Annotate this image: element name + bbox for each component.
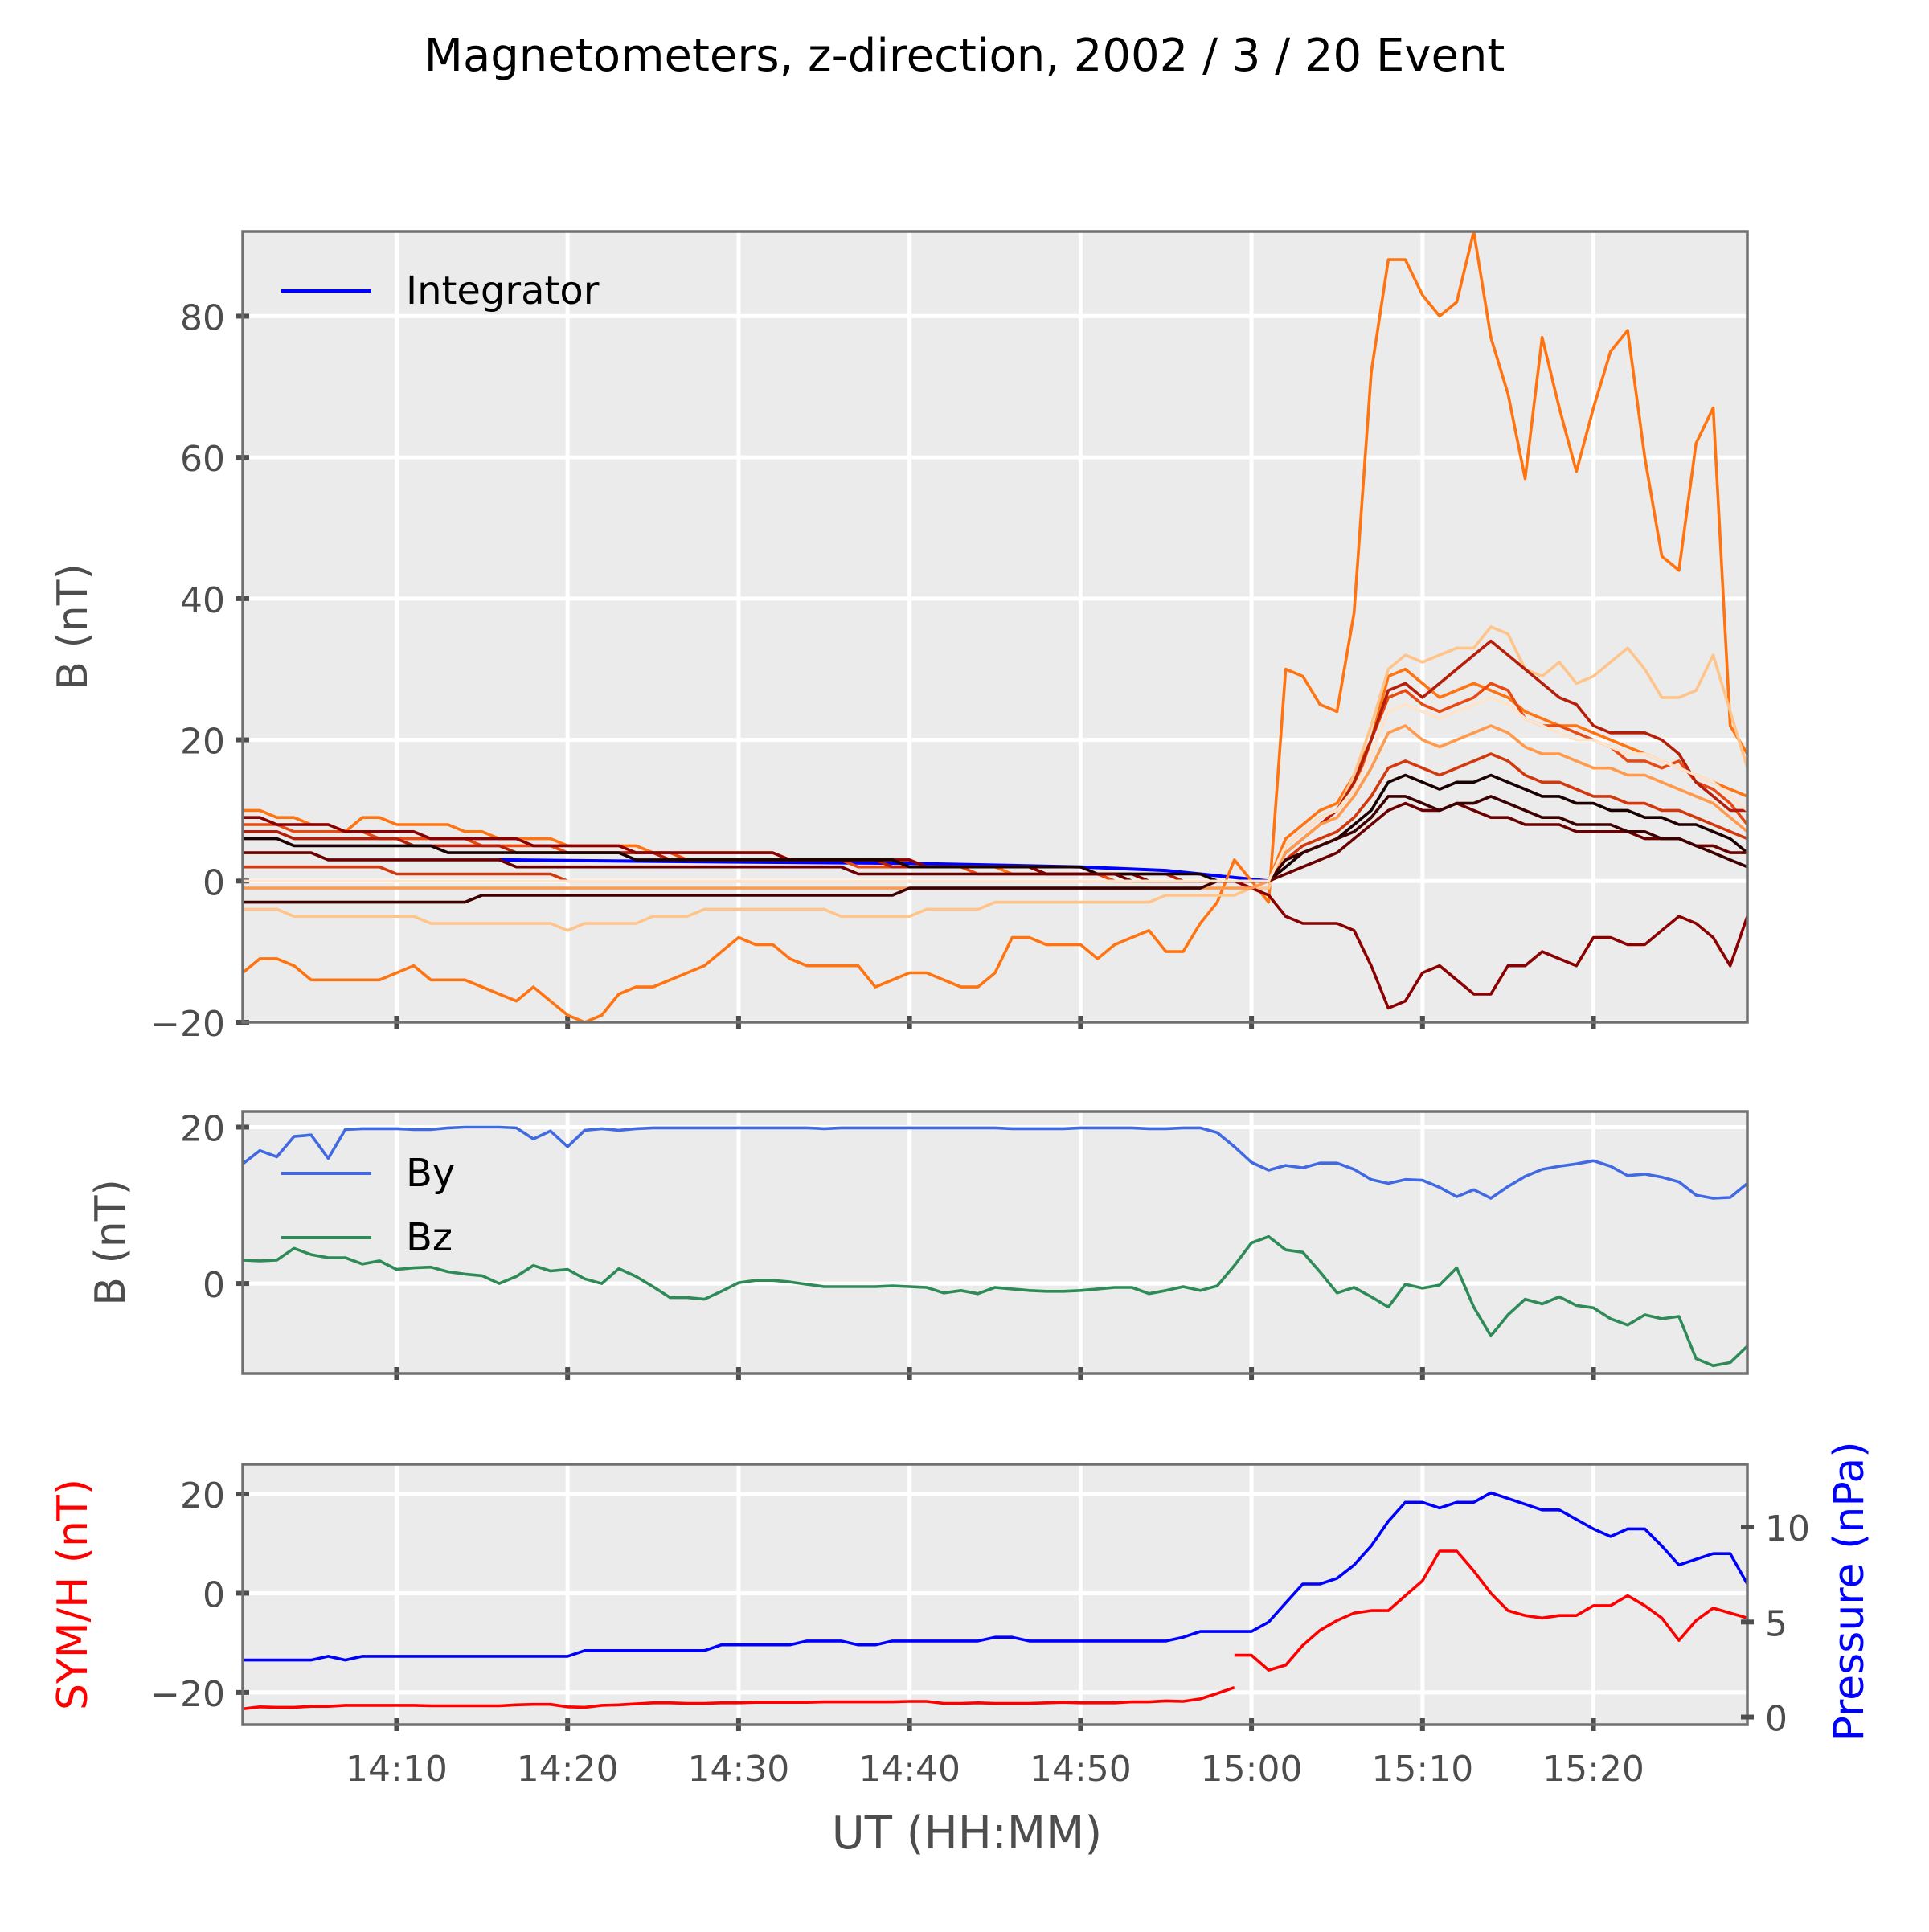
y-axis-label: SYM/H (nT) [49, 1479, 97, 1710]
x-tick-label: 14:50 [1030, 1749, 1132, 1790]
panel-frame [241, 1110, 1749, 1375]
x-tick-label: 14:20 [517, 1749, 619, 1790]
y-tick-label: 40 [180, 580, 225, 621]
y-axis-label: B (nT) [87, 1179, 135, 1306]
y2-tick-label: 0 [1765, 1699, 1788, 1740]
legend-label: By [406, 1151, 455, 1196]
y-tick-label: 0 [203, 1574, 225, 1615]
y2-tick-label: 10 [1765, 1508, 1810, 1549]
x-tick-label: 14:30 [688, 1749, 790, 1790]
figure-title: Magnetometers, z-direction, 2002 / 3 / 2… [424, 30, 1505, 82]
y-tick-label: 0 [203, 862, 225, 903]
y-tick-label: −20 [150, 1674, 225, 1715]
x-axis-label: UT (HH:MM) [832, 1807, 1102, 1860]
station-7-line [243, 773, 1747, 883]
x-tick-label: 15:20 [1542, 1749, 1644, 1790]
y2-tick-label: 5 [1765, 1603, 1788, 1644]
legend-label: Integrator [406, 268, 600, 313]
integrator-line [499, 858, 1269, 883]
panel-background [243, 1111, 1747, 1373]
x-tick-label: 15:10 [1371, 1749, 1473, 1790]
station-3-line [243, 625, 1747, 932]
sym-h-line [243, 1685, 1235, 1711]
panel-frame [241, 230, 1749, 1024]
panel-frame [241, 1463, 1749, 1726]
y-tick-label: 20 [180, 1108, 225, 1149]
y-tick-label: 0 [203, 1265, 225, 1306]
y-tick-label: 20 [180, 722, 225, 763]
series-group [243, 1491, 1747, 1711]
sym-h-line [1234, 1549, 1747, 1672]
station-1-line [243, 231, 1747, 1022]
legend-label: Bz [406, 1215, 453, 1260]
y-tick-label: 80 [180, 297, 225, 338]
pressure-line [243, 1491, 1747, 1662]
station-12-line [243, 696, 1747, 883]
by-line [243, 1125, 1747, 1200]
x-tick-label: 14:10 [346, 1749, 448, 1790]
x-tick-label: 15:00 [1201, 1749, 1303, 1790]
series-group [243, 1125, 1747, 1368]
station-8-line [243, 801, 1747, 883]
y-axis-label: B (nT) [49, 563, 97, 690]
y-tick-label: −20 [150, 1004, 225, 1045]
series-group [243, 231, 1747, 1022]
y2-axis-label: Pressure (nPa) [1825, 1442, 1874, 1742]
panel-background [243, 231, 1747, 1022]
y-tick-label: 20 [180, 1476, 225, 1517]
x-tick-label: 14:40 [858, 1749, 960, 1790]
station-11-line [243, 795, 1747, 904]
bz-line [243, 1234, 1747, 1368]
y-tick-label: 60 [180, 439, 225, 480]
